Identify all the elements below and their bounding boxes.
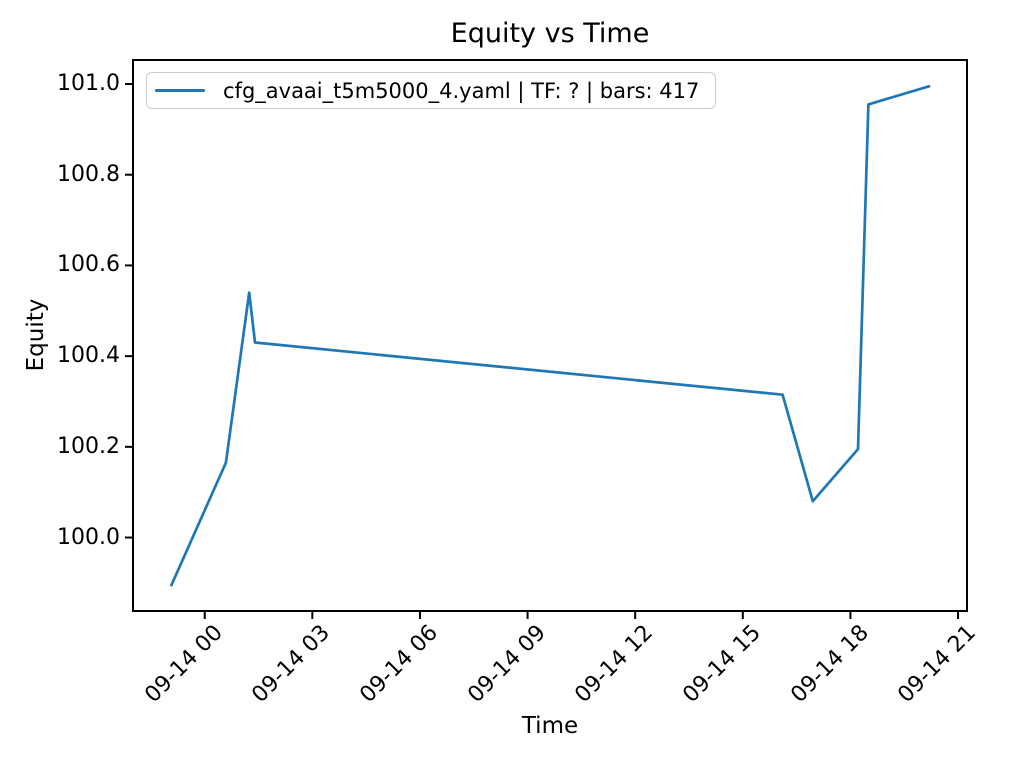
chart-title: Equity vs Time — [450, 18, 650, 49]
y-tick-label: 101.0 — [57, 71, 120, 97]
y-tick-label: 100.8 — [57, 161, 120, 187]
axes-frame — [132, 59, 968, 612]
y-tick-label: 100.6 — [57, 252, 120, 278]
y-tick-label: 100.4 — [57, 343, 120, 369]
legend: cfg_avaai_t5m5000_4.yaml | TF: ? | bars:… — [146, 72, 717, 109]
y-tick-label: 100.2 — [57, 433, 120, 459]
y-tick-label: 100.0 — [57, 524, 120, 550]
equity-line — [170, 84, 931, 587]
x-axis-label: Time — [521, 713, 579, 739]
legend-line-sample — [155, 89, 205, 92]
legend-label: cfg_avaai_t5m5000_4.yaml | TF: ? | bars:… — [223, 78, 700, 103]
y-axis-label: Equity — [23, 298, 49, 372]
